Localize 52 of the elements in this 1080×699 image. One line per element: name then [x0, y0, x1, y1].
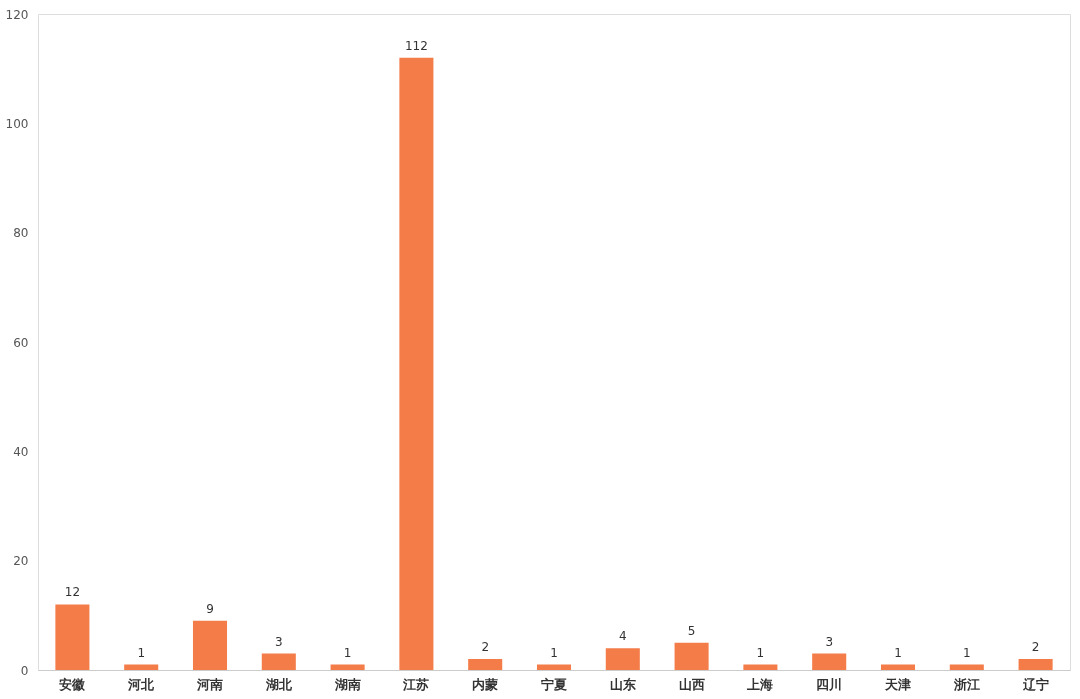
x-tick-label: 山东	[609, 676, 636, 692]
x-tick-label: 内蒙	[472, 676, 499, 692]
bar	[674, 642, 709, 670]
bar	[949, 664, 984, 670]
bar	[880, 664, 916, 670]
data-label: 112	[404, 38, 428, 53]
data-label: 1	[137, 645, 146, 660]
data-label: 1	[962, 645, 971, 660]
x-tick-label: 江苏	[402, 676, 430, 692]
bar	[192, 620, 228, 670]
x-tick-label: 天津	[884, 676, 911, 692]
x-tick-label: 安徽	[59, 676, 87, 692]
x-tick-label: 浙江	[952, 676, 980, 692]
data-label: 1	[343, 645, 352, 660]
x-tick-label: 宁夏	[541, 676, 567, 692]
x-tick-label: 辽宁	[1021, 676, 1049, 692]
bar	[536, 664, 572, 670]
data-label: 3	[825, 634, 834, 649]
data-label: 5	[687, 623, 696, 638]
x-tick-label: 山西	[678, 676, 705, 692]
x-tick-label: 四川	[816, 676, 843, 692]
bar	[743, 664, 778, 670]
y-tick-label: 0	[20, 663, 29, 678]
data-label: 12	[64, 585, 81, 600]
data-label: 9	[206, 601, 214, 616]
x-tick-label: 湖北	[264, 676, 293, 692]
x-tick-label: 湖南	[333, 676, 361, 692]
bar	[1018, 659, 1053, 670]
x-tick-label: 河北	[127, 676, 156, 692]
bar	[55, 604, 90, 670]
data-label: 3	[274, 634, 283, 649]
y-tick-label: 120	[5, 7, 29, 22]
data-label: 2	[481, 640, 490, 655]
bar	[261, 653, 296, 670]
bar	[812, 653, 847, 670]
y-tick-label: 20	[13, 554, 29, 569]
data-label: 1	[894, 645, 902, 660]
data-label: 2	[1031, 640, 1040, 655]
bar	[605, 648, 640, 670]
bar	[399, 57, 434, 670]
y-tick-label: 60	[13, 335, 29, 350]
bar	[124, 664, 159, 670]
data-label: 4	[618, 629, 627, 644]
y-tick-label: 40	[13, 444, 29, 459]
y-tick-label: 80	[13, 226, 29, 241]
x-tick-label: 河南	[196, 676, 223, 692]
bar	[330, 664, 365, 670]
bar	[468, 659, 503, 670]
data-label: 1	[550, 645, 558, 660]
y-tick-label: 100	[5, 116, 29, 131]
x-tick-label: 上海	[746, 676, 774, 692]
data-label: 1	[756, 645, 765, 660]
